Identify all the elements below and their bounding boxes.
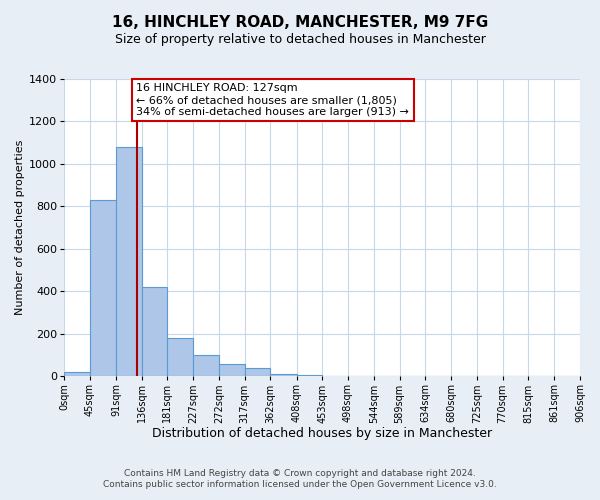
Text: Size of property relative to detached houses in Manchester: Size of property relative to detached ho… — [115, 32, 485, 46]
Bar — [193, 354, 219, 376]
Bar — [245, 368, 271, 376]
Bar — [90, 200, 116, 376]
X-axis label: Distribution of detached houses by size in Manchester: Distribution of detached houses by size … — [152, 427, 492, 440]
Bar — [167, 338, 193, 376]
Bar — [116, 147, 142, 376]
Bar — [271, 374, 296, 376]
Bar — [219, 364, 245, 376]
Y-axis label: Number of detached properties: Number of detached properties — [15, 140, 25, 316]
Bar — [142, 287, 167, 376]
Text: 16 HINCHLEY ROAD: 127sqm
← 66% of detached houses are smaller (1,805)
34% of sem: 16 HINCHLEY ROAD: 127sqm ← 66% of detach… — [136, 84, 409, 116]
Text: Contains HM Land Registry data © Crown copyright and database right 2024.: Contains HM Land Registry data © Crown c… — [124, 468, 476, 477]
Text: 16, HINCHLEY ROAD, MANCHESTER, M9 7FG: 16, HINCHLEY ROAD, MANCHESTER, M9 7FG — [112, 15, 488, 30]
Text: Contains public sector information licensed under the Open Government Licence v3: Contains public sector information licen… — [103, 480, 497, 489]
Bar — [64, 372, 90, 376]
